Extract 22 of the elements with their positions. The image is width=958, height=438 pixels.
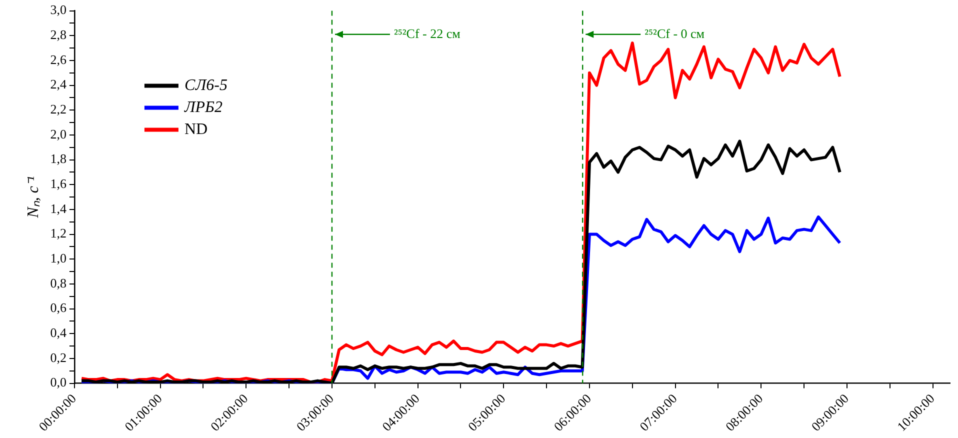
- y-tick-label: 0,4: [50, 325, 67, 340]
- legend-label: СЛ6-5: [184, 77, 228, 94]
- y-tick-label: 0,2: [50, 350, 66, 365]
- y-tick-label: 2,4: [50, 76, 67, 92]
- y-tick-label: 2,0: [50, 126, 66, 142]
- y-axis-title: Nₙ, c⁻¹: [24, 176, 42, 219]
- legend-label: ND: [184, 121, 208, 138]
- y-tick-label: 2,8: [50, 27, 66, 42]
- y-tick-label: 1,2: [50, 226, 66, 241]
- annotation: ²⁵²Cf - 0 см: [644, 26, 705, 41]
- annotation: ²⁵²Cf - 22 см: [394, 26, 460, 41]
- y-tick-label: 2,2: [50, 102, 66, 117]
- y-tick-label: 1,6: [50, 176, 67, 192]
- y-tick-label: 0,0: [50, 374, 66, 390]
- y-tick-label: 1,8: [50, 151, 66, 166]
- legend-label: ЛРБ2: [183, 99, 222, 116]
- y-tick-label: 0,6: [50, 300, 67, 316]
- y-tick-label: 3,0: [50, 2, 66, 18]
- y-tick-label: 1,4: [50, 200, 67, 216]
- y-tick-label: 2,6: [50, 52, 67, 67]
- y-tick-label: 1,0: [50, 250, 66, 266]
- y-tick-label: 0,8: [50, 275, 66, 290]
